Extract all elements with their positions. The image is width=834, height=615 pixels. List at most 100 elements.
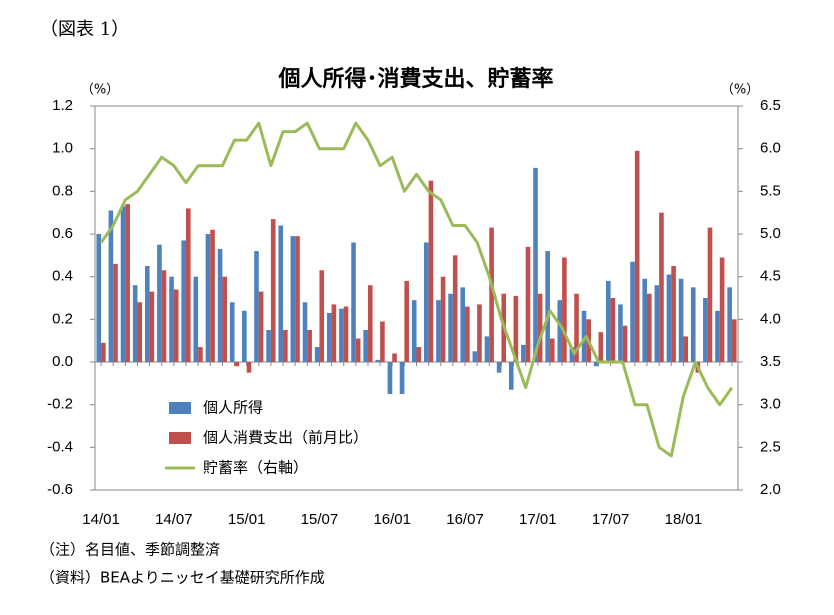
bar (622, 325, 628, 362)
bar (618, 304, 623, 362)
bar (484, 336, 490, 362)
x-tick-label: 17/07 (592, 511, 630, 528)
bar (557, 300, 563, 362)
bar (258, 291, 264, 362)
y-tick-label: 0.4 (52, 268, 73, 285)
legend-label: 貯蓄率（右軸） (203, 459, 308, 477)
bar (314, 347, 320, 362)
y2-tick-label: 6.5 (760, 97, 781, 114)
bar (436, 300, 441, 362)
bar (331, 304, 337, 362)
x-tick-label: 16/07 (446, 511, 484, 528)
y-tick-label: 1.2 (52, 97, 73, 114)
bar (489, 227, 494, 362)
bar (120, 206, 126, 362)
chart-title: 個人所得･消費支出、貯蓄率 (277, 66, 553, 92)
y-tick-label: 0.2 (52, 310, 73, 327)
bar (302, 302, 308, 362)
y-tick-label: -0.6 (47, 481, 73, 498)
bar (392, 353, 397, 362)
x-tick-label: 17/01 (519, 511, 557, 528)
x-tick-label: 14/01 (82, 511, 120, 528)
y-tick-label: 0.8 (52, 182, 73, 199)
bar (108, 210, 114, 362)
y2-tick-label: 2.5 (760, 438, 781, 455)
y-tick-label: 0.0 (52, 353, 73, 370)
bar (169, 276, 174, 362)
bar (671, 266, 676, 362)
x-tick-label: 14/07 (155, 511, 193, 528)
x-tick-label: 18/01 (665, 511, 703, 528)
bar (283, 330, 288, 362)
bar (278, 225, 284, 362)
bar (452, 255, 458, 362)
bar (125, 204, 130, 362)
bar (399, 362, 405, 394)
y2-tick-label: 3.5 (760, 353, 781, 370)
x-tick-label: 15/01 (228, 511, 266, 528)
bar (161, 270, 167, 362)
bar (678, 278, 684, 362)
plot-frame (94, 105, 739, 491)
bar (428, 180, 434, 362)
bar (113, 263, 118, 362)
figure-label: （図表 1） (40, 19, 129, 40)
y-tick-label: -0.2 (47, 396, 73, 413)
bar (683, 336, 689, 362)
bar (525, 246, 531, 362)
bar (513, 295, 519, 362)
bar (205, 234, 211, 362)
bar (181, 240, 186, 362)
legend-label: 個人所得 (203, 399, 263, 417)
bar (593, 362, 599, 367)
bar (424, 242, 429, 362)
bar (465, 306, 470, 362)
bar (659, 212, 664, 362)
y2-tick-label: 3.0 (760, 396, 781, 413)
bar (101, 342, 106, 362)
bar (254, 251, 259, 362)
bar (157, 244, 162, 362)
bar (193, 276, 199, 362)
bar (703, 298, 708, 362)
bar (270, 219, 276, 362)
bar (295, 236, 300, 362)
bar (448, 293, 453, 362)
bar (581, 310, 587, 362)
bar (198, 347, 203, 362)
bar (387, 362, 393, 394)
bar (242, 310, 247, 362)
bar (610, 298, 616, 362)
y2-tick-label: 4.5 (760, 268, 781, 285)
bar (642, 278, 648, 362)
bar (496, 362, 502, 373)
bar (404, 280, 409, 362)
bar (307, 330, 312, 362)
bar (719, 257, 725, 362)
y2-tick-label: 4.0 (760, 310, 781, 327)
bar (290, 236, 296, 362)
bar (630, 261, 635, 362)
bar (234, 362, 240, 367)
bar (533, 167, 538, 362)
note: （注）名目値、季節調整済 (40, 541, 220, 559)
bar (654, 285, 660, 362)
bar (508, 362, 514, 390)
bar (380, 321, 385, 362)
bar (339, 308, 344, 362)
bar (144, 266, 150, 362)
y-tick-label: 1.0 (52, 140, 73, 157)
legend-label: 個人消費支出（前月比） (203, 429, 368, 447)
bar (715, 310, 720, 362)
bar (731, 319, 737, 362)
bar (460, 287, 466, 362)
bar (375, 359, 381, 362)
bar (222, 276, 227, 362)
bar (96, 234, 102, 362)
y-axis-unit: （%） (81, 83, 119, 98)
bar (727, 287, 732, 362)
bar (647, 293, 652, 362)
bar (549, 338, 555, 362)
bar (351, 242, 356, 362)
